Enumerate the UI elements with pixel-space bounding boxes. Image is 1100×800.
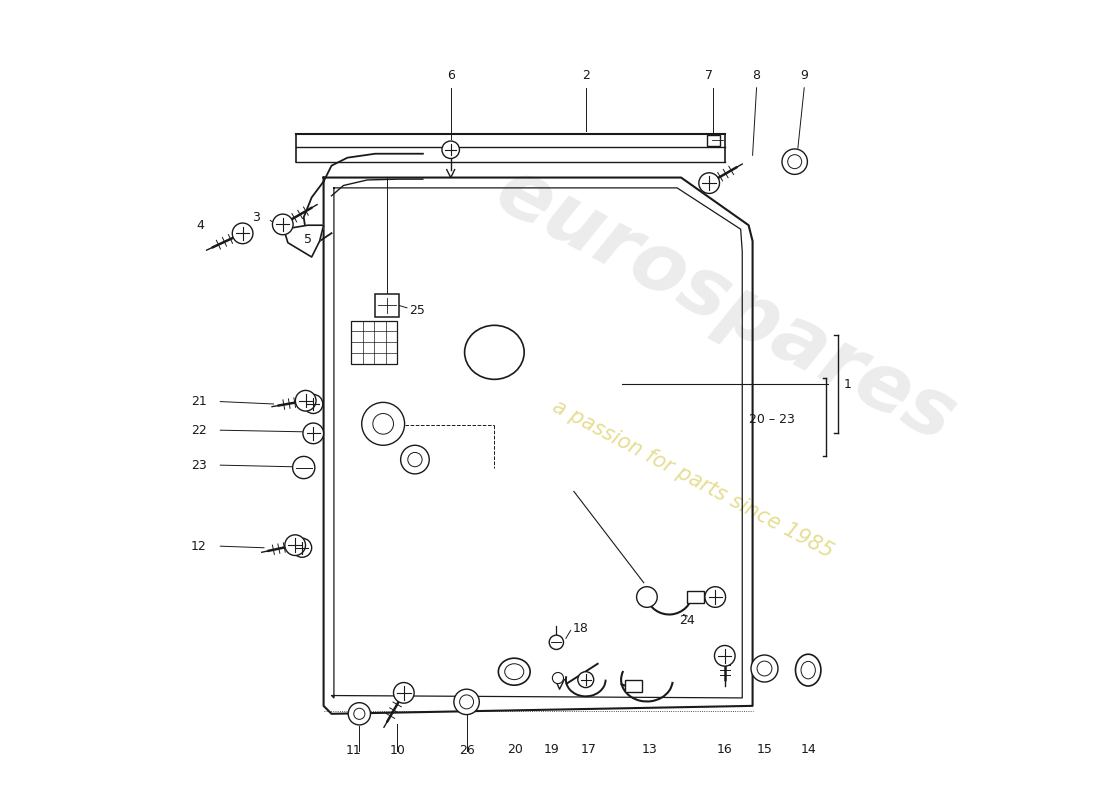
Bar	[707, 134, 721, 146]
Circle shape	[578, 672, 594, 687]
Text: 26: 26	[459, 745, 474, 758]
Ellipse shape	[498, 658, 530, 686]
Text: 9: 9	[801, 70, 808, 82]
Text: 12: 12	[191, 540, 207, 553]
Ellipse shape	[801, 662, 815, 679]
Circle shape	[232, 223, 253, 244]
Circle shape	[408, 453, 422, 466]
Circle shape	[400, 446, 429, 474]
Text: 19: 19	[543, 743, 560, 756]
Text: 22: 22	[191, 424, 207, 437]
Text: 4: 4	[197, 218, 205, 231]
Bar	[375, 294, 399, 317]
Text: 13: 13	[641, 743, 657, 756]
Text: 20: 20	[507, 743, 522, 756]
Circle shape	[293, 538, 311, 558]
Text: 15: 15	[757, 743, 772, 756]
Circle shape	[362, 402, 405, 446]
Circle shape	[460, 695, 474, 709]
Bar	[686, 590, 704, 603]
Circle shape	[454, 689, 480, 714]
Circle shape	[349, 702, 371, 725]
Text: 2: 2	[582, 70, 590, 82]
Bar	[351, 321, 397, 364]
Circle shape	[302, 423, 323, 444]
Circle shape	[757, 661, 772, 676]
Text: a passion for parts since 1985: a passion for parts since 1985	[549, 397, 837, 562]
Text: 1: 1	[844, 378, 851, 390]
Text: 11: 11	[345, 745, 362, 758]
Text: 25: 25	[409, 304, 426, 317]
Text: 17: 17	[580, 743, 596, 756]
Circle shape	[394, 682, 415, 703]
Polygon shape	[284, 226, 323, 257]
Text: 7: 7	[705, 70, 713, 82]
Circle shape	[751, 655, 778, 682]
Bar	[625, 680, 642, 691]
Circle shape	[637, 586, 658, 607]
Text: 23: 23	[191, 458, 207, 472]
Text: 24: 24	[680, 614, 695, 627]
Circle shape	[304, 394, 322, 414]
Circle shape	[354, 708, 365, 719]
Text: 21: 21	[191, 395, 207, 408]
Circle shape	[549, 635, 563, 650]
Text: 6: 6	[447, 70, 454, 82]
Ellipse shape	[464, 326, 525, 379]
Text: 8: 8	[752, 70, 760, 82]
Circle shape	[705, 586, 726, 607]
Ellipse shape	[505, 664, 524, 680]
Circle shape	[293, 457, 315, 478]
Text: 16: 16	[717, 743, 733, 756]
Circle shape	[285, 535, 306, 555]
Text: 10: 10	[389, 745, 406, 758]
Circle shape	[715, 646, 735, 666]
Circle shape	[782, 149, 807, 174]
Text: 18: 18	[572, 622, 588, 635]
Text: 14: 14	[801, 743, 816, 756]
Circle shape	[442, 141, 460, 158]
Text: 20 – 23: 20 – 23	[749, 413, 794, 426]
Circle shape	[373, 414, 394, 434]
Circle shape	[698, 173, 719, 194]
Text: eurospares: eurospares	[482, 150, 968, 458]
Ellipse shape	[795, 654, 821, 686]
Text: 3: 3	[252, 210, 260, 224]
Circle shape	[552, 673, 563, 684]
Circle shape	[273, 214, 293, 234]
Text: 5: 5	[304, 233, 311, 246]
Circle shape	[788, 154, 802, 169]
Circle shape	[296, 390, 316, 411]
